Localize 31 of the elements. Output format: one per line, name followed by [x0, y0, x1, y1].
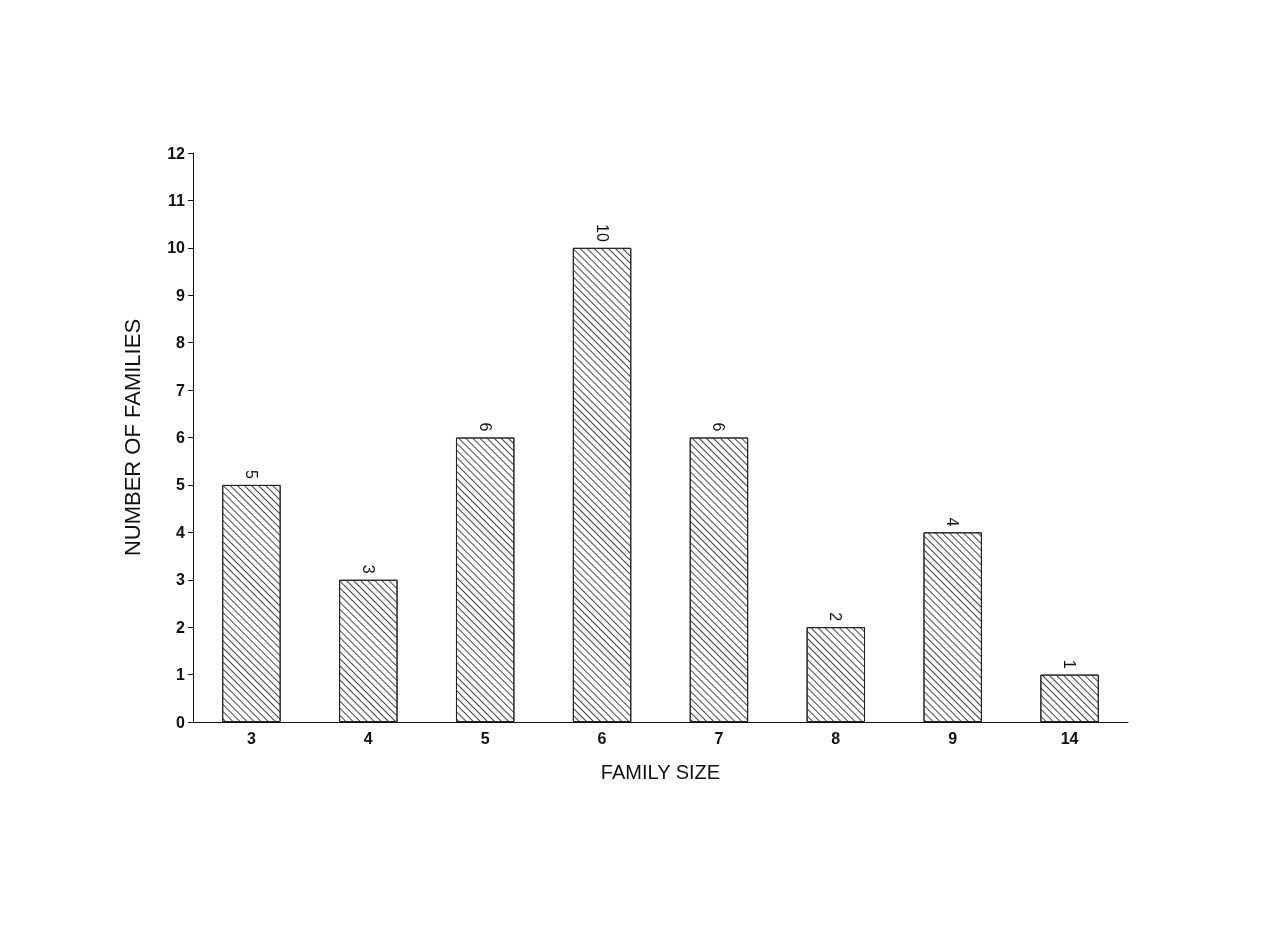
x-tick-label: 6 — [597, 729, 607, 747]
x-tick-label: 4 — [363, 729, 373, 747]
y-tick-label: 7 — [176, 381, 186, 399]
data-label: 3 — [359, 564, 377, 574]
data-label: 2 — [827, 612, 845, 622]
data-label: 5 — [242, 470, 260, 480]
x-tick-label: 14 — [1060, 729, 1079, 747]
y-tick-label: 0 — [176, 713, 186, 731]
y-tick-label: 4 — [176, 523, 186, 541]
data-label: 4 — [944, 517, 962, 527]
x-axis-title: FAMILY SIZE — [600, 761, 721, 783]
data-label: 6 — [710, 422, 728, 432]
y-tick-label: 11 — [168, 191, 186, 209]
y-tick-label: 3 — [176, 571, 186, 589]
x-tick-label: 8 — [831, 729, 841, 747]
y-tick-label: 12 — [167, 144, 186, 162]
data-label: 10 — [593, 224, 611, 242]
x-tick-label: 9 — [948, 729, 958, 747]
y-tick-label: 2 — [176, 618, 186, 636]
x-tick-label: 7 — [714, 729, 724, 747]
y-axis-title: NUMBER OF FAMILIES — [119, 318, 145, 557]
y-tick-label: 5 — [176, 476, 186, 494]
data-label: 1 — [1061, 659, 1079, 669]
y-tick-label: 9 — [176, 286, 186, 304]
y-tick-label: 6 — [176, 429, 186, 446]
x-tick-label: 3 — [246, 729, 256, 747]
y-tick-label: 10 — [167, 239, 186, 257]
y-tick-label: 8 — [176, 334, 186, 352]
y-tick-label: 1 — [176, 666, 186, 684]
x-tick-label: 5 — [480, 729, 490, 747]
data-label: 6 — [476, 422, 494, 432]
